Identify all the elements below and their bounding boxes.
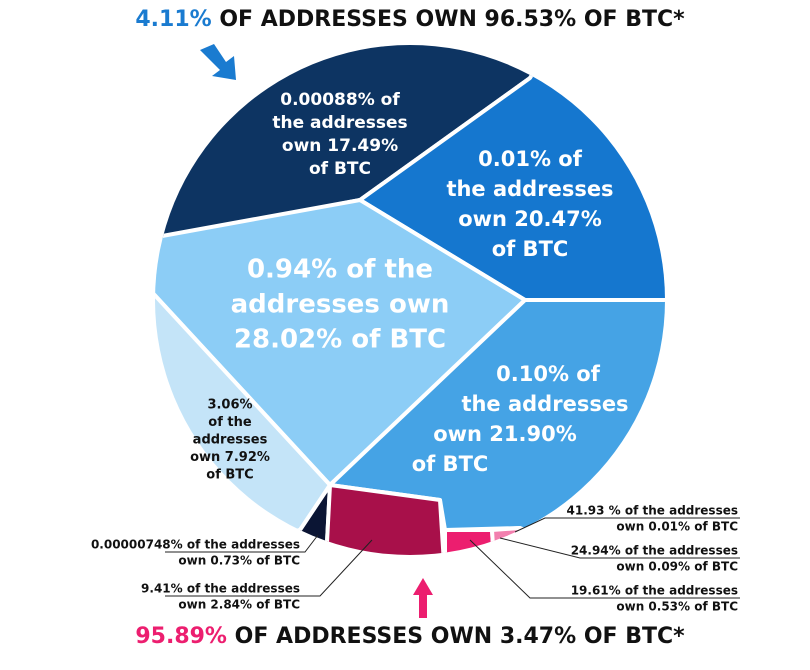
segment-label: 0.00088% of	[280, 90, 400, 110]
segment-label: own 7.92%	[190, 450, 270, 465]
segment-label: addresses own	[231, 290, 450, 320]
leader-line	[499, 537, 740, 559]
callout-label: own 0.09% of BTC	[616, 560, 738, 574]
segment	[323, 483, 447, 555]
arrow	[413, 578, 433, 618]
segment-label: of the	[208, 415, 252, 430]
segment	[443, 528, 497, 555]
segment-label: 3.06%	[207, 398, 252, 413]
segment-label: own 17.49%	[282, 136, 398, 156]
leader-line	[165, 539, 373, 597]
callout-label: 41.93 % of the addresses	[567, 504, 738, 518]
footer-text: OF ADDRESSES OWN 3.47% OF BTC*	[235, 624, 685, 649]
segment-label: own 21.90%	[433, 422, 577, 446]
callout-label: 9.41% of the addresses	[141, 582, 300, 596]
footer: 95.89% OF ADDRESSES OWN 3.47% OF BTC*	[135, 624, 685, 649]
callout-label: own 0.53% of BTC	[616, 600, 738, 614]
footer-highlight: 95.89%	[135, 624, 227, 649]
segment-label: 28.02% of BTC	[234, 325, 446, 355]
segment-label: the addresses	[461, 392, 628, 416]
leader-line	[469, 539, 740, 599]
header: 4.11% OF ADDRESSES OWN 96.53% OF BTC*	[135, 7, 685, 32]
segment-label: own 20.47%	[458, 207, 602, 231]
segment-label: 0.94% of the	[247, 255, 433, 285]
arrow	[200, 44, 236, 80]
callout-label: 19.61% of the addresses	[571, 584, 738, 598]
leader-line	[165, 534, 319, 553]
segment-label: 0.10% of	[496, 362, 601, 386]
segment-label: of BTC	[492, 237, 569, 261]
header-highlight: 4.11%	[135, 7, 211, 32]
callout-label: own 0.73% of BTC	[178, 554, 300, 568]
segment-label: of BTC	[412, 452, 489, 476]
segment-label: of BTC	[309, 159, 371, 179]
segment	[490, 526, 582, 555]
segment-label: of BTC	[206, 468, 253, 483]
callout-label: own 0.01% of BTC	[616, 520, 738, 534]
callout-label: 0.00000748% of the addresses	[91, 538, 300, 552]
segment-label: the addresses	[272, 113, 407, 133]
callout-label: own 2.84% of BTC	[178, 598, 300, 612]
segment-label: 0.01% of	[478, 147, 583, 171]
segment-label: addresses	[193, 433, 268, 448]
header-text: OF ADDRESSES OWN 96.53% OF BTC*	[219, 7, 685, 32]
segment-label: the addresses	[446, 177, 613, 201]
leader-line	[514, 517, 740, 533]
callout-label: 24.94% of the addresses	[571, 544, 738, 558]
